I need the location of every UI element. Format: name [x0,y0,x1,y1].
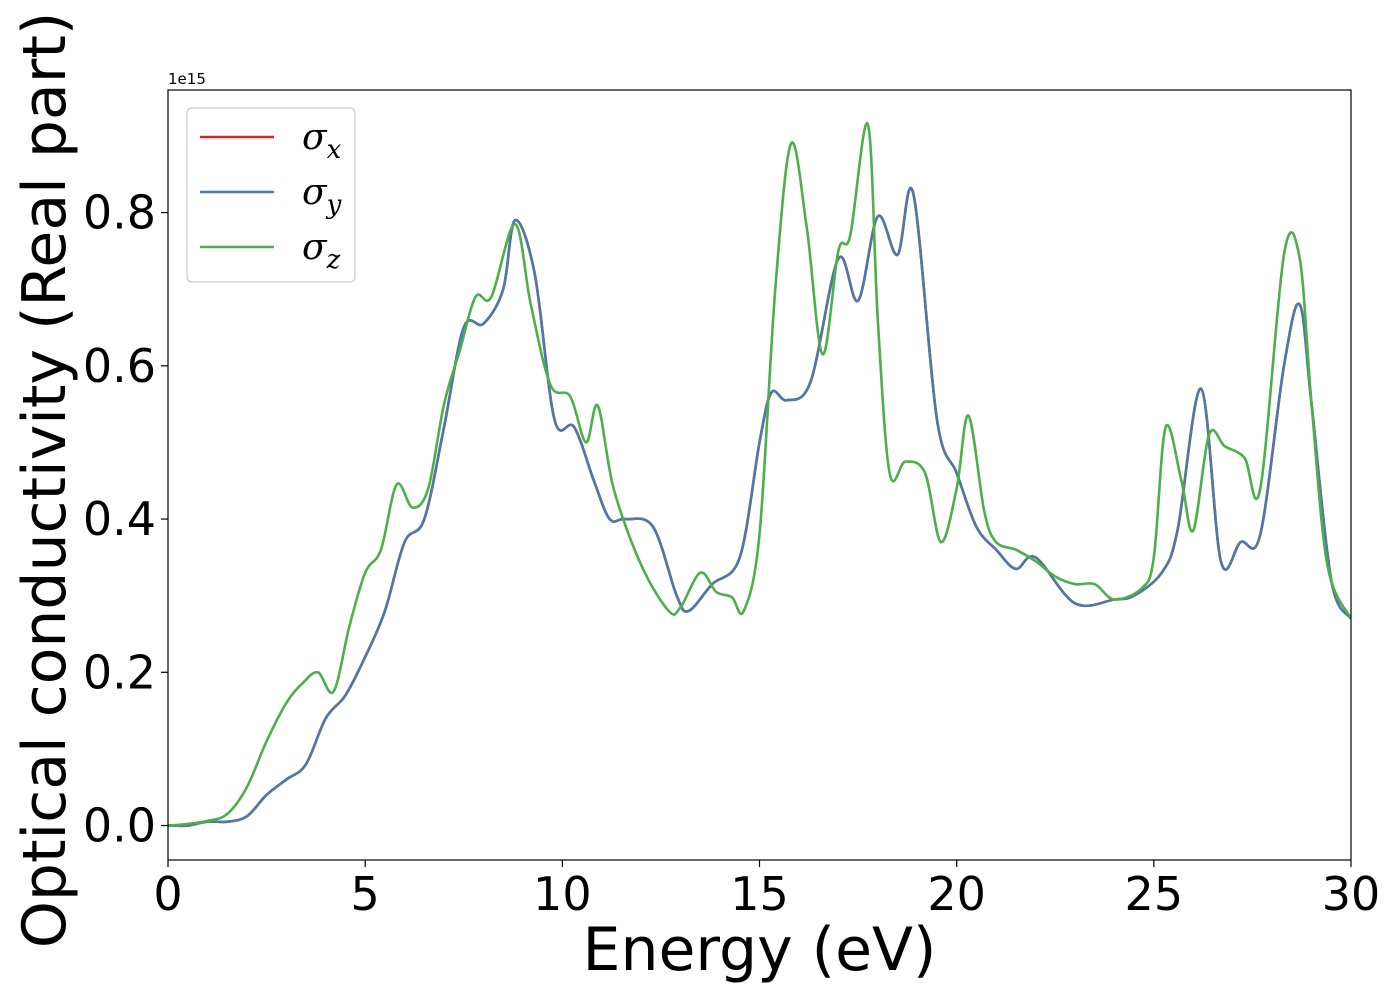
series-line-y [168,187,1351,828]
y-tick-label: 0.4 [83,492,156,546]
series-line-x [168,187,1351,828]
y-tick-label: 0.0 [83,799,156,853]
x-tick-label: 20 [927,867,986,921]
legend-box [186,107,356,283]
series-line-z [168,122,1351,827]
x-tick-label: 15 [730,867,789,921]
y-offset-label: 1e15 [168,70,206,88]
x-tick-label: 25 [1125,867,1184,921]
x-tick-label: 0 [153,867,182,921]
x-tick-label: 5 [351,867,380,921]
y-tick-label: 0.6 [83,339,156,393]
y-tick-label: 0.8 [83,186,156,240]
legend-label-z: σz [302,227,341,275]
y-axis: 0.0 0.2 0.4 0.6 0.8 [83,186,168,853]
x-axis-label: Energy (eV) [583,915,937,985]
x-tick-label: 30 [1322,867,1381,921]
legend-label-y: σy [302,172,342,220]
x-axis: 0 5 10 15 20 25 30 [153,860,1380,921]
legend-label-x: σx [302,117,342,165]
series-layer [168,122,1351,828]
x-tick-label: 10 [533,867,592,921]
y-axis-label: Optical conductivity (Real part) [10,12,80,949]
y-tick-label: 0.2 [83,645,156,699]
legend: σx σy σz [186,107,356,283]
